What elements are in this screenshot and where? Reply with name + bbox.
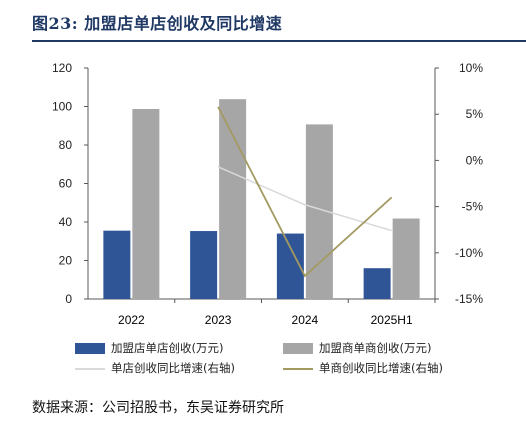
left-tick-label: 0 [65, 292, 72, 306]
left-tick-label: 20 [59, 254, 73, 268]
title-rule [32, 40, 526, 42]
left-tick-label: 100 [52, 100, 72, 114]
chart-area: 0 20 40 60 80 100 120 10% 5% 0% -5% -10% -15% 2022 202… [52, 61, 484, 327]
bar-store-revenue [190, 231, 218, 299]
x-tick-label: 2024 [292, 313, 319, 327]
legend-swatch [283, 343, 313, 354]
line-merchant-growth [217, 106, 393, 278]
right-tick-label: -5% [462, 200, 484, 214]
left-tick-label: 60 [59, 177, 73, 191]
right-tick-label: -15% [455, 292, 483, 306]
title-bar: 图23: 加盟店单店创收及同比增速 [0, 0, 526, 42]
left-tick-label: 80 [59, 138, 73, 152]
bar-store-revenue [363, 268, 391, 299]
legend-swatch [283, 368, 313, 370]
bar-store-revenue [103, 230, 131, 299]
legend-label: 单店创收同比增速(右轴) [111, 361, 235, 375]
source-note: 数据来源：公司招股书，东吴证券研究所 [32, 400, 284, 416]
right-tick-label: 0% [466, 153, 484, 167]
bar-merchant-revenue [219, 99, 247, 299]
x-tick-label: 2025H1 [371, 313, 413, 327]
right-tick-label: 10% [459, 61, 483, 75]
right-tick-label: 5% [466, 107, 484, 121]
bar-merchant-revenue [392, 218, 420, 299]
left-tick-label: 120 [52, 61, 72, 75]
x-tick-label: 2023 [205, 313, 232, 327]
line-store-growth [217, 166, 392, 232]
legend-label: 加盟店单店创收(万元) [111, 341, 224, 355]
legend-label: 单商创收同比增速(右轴) [319, 361, 443, 375]
x-tick-label: 2022 [118, 313, 145, 327]
legend-swatch [75, 368, 105, 370]
legend-swatch [75, 343, 105, 354]
legend-label: 加盟商单商创收(万元) [319, 341, 432, 355]
right-tick-label: -10% [455, 246, 483, 260]
left-tick-label: 40 [59, 215, 73, 229]
chart-title: 图23: 加盟店单店创收及同比增速 [32, 14, 283, 33]
bar-merchant-revenue [132, 109, 160, 299]
